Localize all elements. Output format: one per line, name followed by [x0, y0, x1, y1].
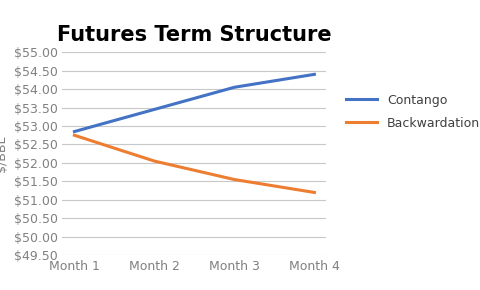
Title: Futures Term Structure: Futures Term Structure: [57, 25, 332, 45]
Backwardation: [231, 178, 237, 181]
Line: Contango: Contango: [74, 74, 314, 132]
Contango: [231, 86, 237, 89]
Backwardation: [72, 133, 77, 137]
Legend: Contango, Backwardation: Contango, Backwardation: [341, 89, 480, 135]
Contango: [72, 130, 77, 133]
Backwardation: [312, 191, 317, 194]
Contango: [152, 108, 157, 111]
Contango: [312, 72, 317, 76]
Backwardation: [152, 159, 157, 163]
Line: Backwardation: Backwardation: [74, 135, 314, 193]
Y-axis label: $/BBL: $/BBL: [0, 135, 8, 172]
